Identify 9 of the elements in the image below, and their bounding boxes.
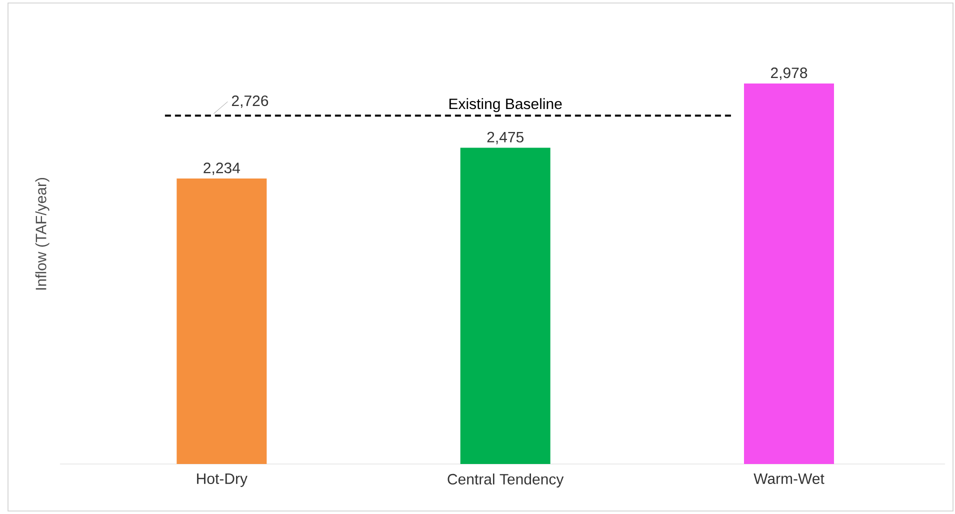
annotation: 2,726 — [232, 95, 268, 108]
data-label: 2,978 — [770, 68, 808, 80]
data-label: 2,234 — [204, 162, 240, 176]
x-tick-label: Central Tendency — [448, 474, 564, 488]
ref-line-label: Existing Baseline — [449, 98, 562, 112]
data-label: 2,475 — [487, 132, 524, 144]
x-tick-label: Warm-Wet — [754, 474, 824, 484]
y-axis-title: Inflow (TAF/year) — [35, 178, 50, 290]
x-tick-label: Hot-Dry — [197, 474, 248, 487]
